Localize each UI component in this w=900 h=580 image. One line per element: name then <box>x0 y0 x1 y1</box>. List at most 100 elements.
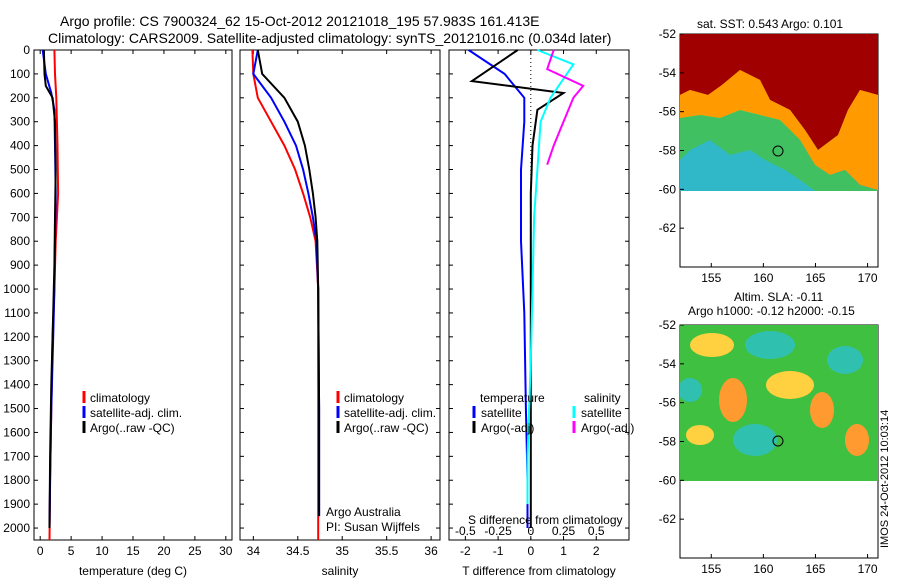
y-tick-label: 1500 <box>3 402 30 416</box>
note-argo-australia: Argo Australia <box>326 505 401 519</box>
sla-low-1 <box>745 331 795 359</box>
s-difference-label: S difference from climatology <box>468 513 623 527</box>
top-x-tick-label: -0.5 <box>455 524 476 538</box>
top-x-tick-label: 0.5 <box>588 524 605 538</box>
legend-label-satellite-adj: satellite-adj. clim. <box>344 406 436 420</box>
temperature-plot: 0 5 10 15 20 25 300100200300400500600700800900… <box>3 43 233 578</box>
y-tick-label: 1700 <box>3 449 30 463</box>
sla-map: Altim. SLA: -0.11 Argo h1000: -0.12 h200… <box>659 290 879 576</box>
legend-label-sal-argo: Argo(-adj) <box>581 421 634 435</box>
map-y-tick-label: -58 <box>659 435 677 449</box>
salinity-legend: climatology satellite-adj. clim. Argo(..… <box>326 391 436 534</box>
map-y-tick-label: -58 <box>659 144 677 158</box>
x-tick-label: -1 <box>493 544 504 558</box>
y-tick-label: 700 <box>10 210 30 224</box>
map-x-tick-label: 170 <box>858 562 878 576</box>
y-tick-label: 1800 <box>3 473 30 487</box>
sla-high-5 <box>845 424 869 456</box>
header-line2: Climatology: CARS2009. Satellite-adjuste… <box>48 30 611 46</box>
map-y-tick-label: -54 <box>659 357 677 371</box>
temperature-plot-frame <box>33 49 233 541</box>
imos-credit: IMOS 24-Oct-2012 10:03:14 <box>879 410 891 548</box>
sst-orange-region <box>680 70 878 190</box>
x-axis-label: T difference from climatology <box>462 564 616 578</box>
map-y-tick-label: -56 <box>659 396 677 410</box>
x-tick-label: 34 <box>247 544 261 558</box>
sla-high-3 <box>719 378 747 422</box>
x-tick-label: 30 <box>219 544 233 558</box>
top-x-tick-label: 0.25 <box>552 524 576 538</box>
x-tick-label: 25 <box>188 544 202 558</box>
map-x-tick-label: 155 <box>701 562 721 576</box>
x-tick-label: 10 <box>95 544 109 558</box>
x-tick-label: 0 <box>37 544 44 558</box>
y-tick-label: 1900 <box>3 497 30 511</box>
y-tick-label: 1300 <box>3 354 30 368</box>
salinity-plot: 34 34.5 35 35.5 36 salinity <box>240 49 440 578</box>
y-tick-label: 0 <box>23 43 30 57</box>
sst-cold-region <box>680 140 815 191</box>
legend-label-temp-argo: Argo(-adj) <box>481 421 534 435</box>
x-tick-label: 36 <box>424 544 438 558</box>
top-x-tick-label: -0.25 <box>484 524 512 538</box>
x-tick-label: 2 <box>593 544 600 558</box>
sst-map-title: sat. SST: 0.543 Argo: 0.101 <box>697 17 843 31</box>
y-tick-label: 1600 <box>3 425 30 439</box>
sla-high-1 <box>690 333 734 357</box>
sst-argo-marker <box>772 145 784 157</box>
legend-label-climatology: climatology <box>90 391 150 405</box>
map-y-tick-label: -62 <box>659 512 677 526</box>
y-tick-label: 100 <box>10 67 30 81</box>
series-line-temperature-satellite <box>468 49 529 528</box>
y-tick-label: 900 <box>10 258 30 272</box>
x-tick-label: 35 <box>336 544 350 558</box>
map-x-tick-label: 155 <box>701 271 721 285</box>
series-line-argo-raw-qc- <box>256 49 321 517</box>
difference-plot-frame <box>448 49 630 541</box>
map-y-tick-label: -60 <box>659 473 677 487</box>
y-tick-label: 1200 <box>3 330 30 344</box>
series-line-satellite-adj-clim- <box>252 49 321 517</box>
y-tick-label: 300 <box>10 115 30 129</box>
x-axis-label: temperature (deg C) <box>79 564 187 578</box>
sla-high-4 <box>810 392 834 428</box>
legend-label-satellite-adj: satellite-adj. clim. <box>90 406 182 420</box>
x-tick-label: 20 <box>157 544 171 558</box>
series-line-argo-raw-qc- <box>42 49 57 529</box>
map-y-tick-label: -60 <box>659 182 677 196</box>
x-tick-label: 34.5 <box>286 544 310 558</box>
legend-title-salinity: salinity <box>584 391 621 405</box>
x-axis-label: salinity <box>322 564 359 578</box>
series-line-temperature-argo-adj- <box>469 49 567 528</box>
sla-low-2 <box>827 346 863 374</box>
x-tick-label: 15 <box>126 544 140 558</box>
x-tick-label: 0 <box>527 544 534 558</box>
x-tick-label: -2 <box>460 544 471 558</box>
legend-label-argo: Argo(..raw -QC) <box>90 421 175 435</box>
y-tick-label: 400 <box>10 139 30 153</box>
x-tick-label: 1 <box>560 544 567 558</box>
x-tick-label: 5 <box>68 544 75 558</box>
y-tick-label: 500 <box>10 163 30 177</box>
sla-low-4 <box>680 378 702 402</box>
legend-title-temperature: temperature <box>480 391 545 405</box>
x-tick-label: 35.5 <box>375 544 399 558</box>
sla-low-3 <box>733 424 777 456</box>
temperature-legend: climatology satellite-adj. clim. Argo(..… <box>82 391 182 435</box>
sla-argo-marker <box>772 435 784 447</box>
map-y-tick-label: -54 <box>659 66 677 80</box>
sst-warm-region <box>680 34 878 150</box>
header-line1: Argo profile: CS 7900324_62 15-Oct-2012 … <box>60 13 540 29</box>
y-tick-label: 600 <box>10 186 30 200</box>
difference-legend: temperature salinity satellite Argo(-adj… <box>468 391 634 527</box>
y-tick-label: 1100 <box>4 306 30 320</box>
map-y-tick-label: -52 <box>659 27 677 41</box>
series-line-salinity-argo-adj- <box>545 49 585 166</box>
legend-label-temp-satellite: satellite <box>481 406 522 420</box>
sla-high-2 <box>766 371 814 399</box>
legend-label-argo: Argo(..raw -QC) <box>344 421 429 435</box>
sla-high-6 <box>686 425 714 445</box>
map-x-tick-label: 170 <box>858 271 878 285</box>
